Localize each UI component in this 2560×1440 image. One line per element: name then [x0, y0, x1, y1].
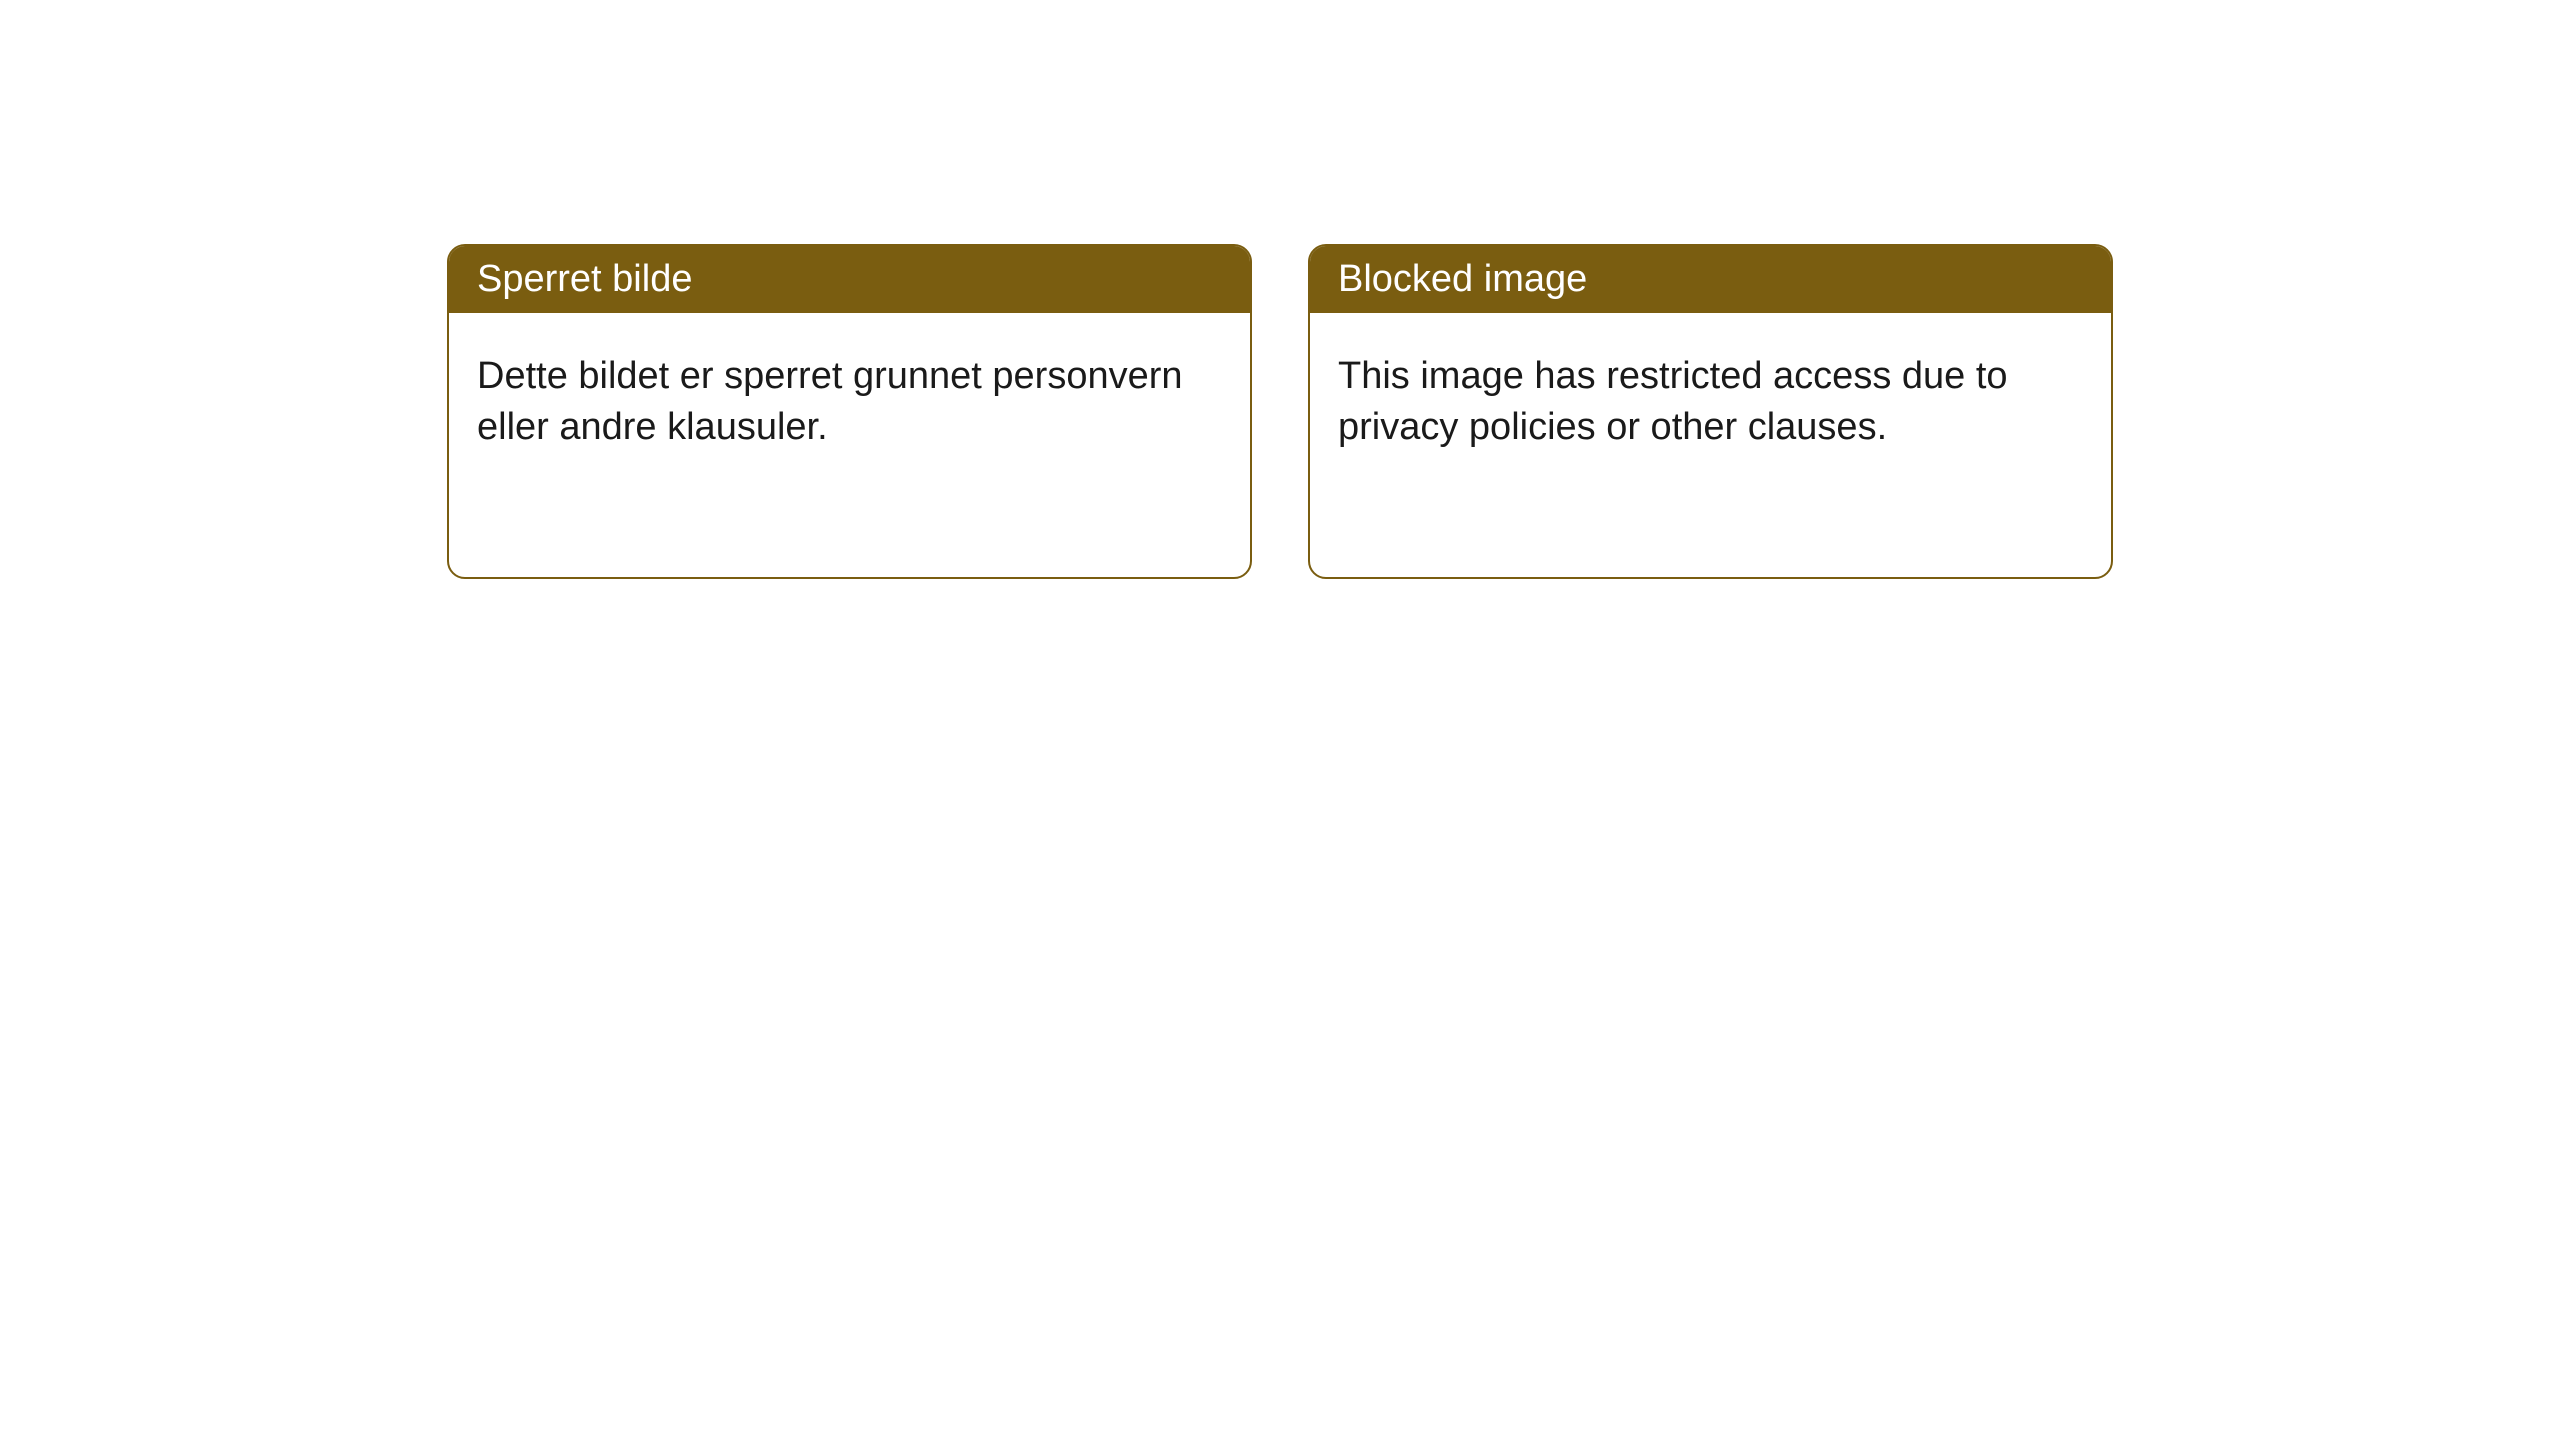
notice-card-norwegian: Sperret bilde Dette bildet er sperret gr… [447, 244, 1252, 579]
notice-title: Sperret bilde [477, 258, 692, 300]
notice-body-text: This image has restricted access due to … [1338, 355, 2008, 448]
notice-header-norwegian: Sperret bilde [449, 246, 1250, 313]
notice-body-norwegian: Dette bildet er sperret grunnet personve… [449, 313, 1250, 492]
notice-container: Sperret bilde Dette bildet er sperret gr… [447, 244, 2113, 579]
notice-header-english: Blocked image [1310, 246, 2111, 313]
notice-title: Blocked image [1338, 258, 1587, 300]
notice-card-english: Blocked image This image has restricted … [1308, 244, 2113, 579]
notice-body-text: Dette bildet er sperret grunnet personve… [477, 355, 1183, 448]
notice-body-english: This image has restricted access due to … [1310, 313, 2111, 492]
